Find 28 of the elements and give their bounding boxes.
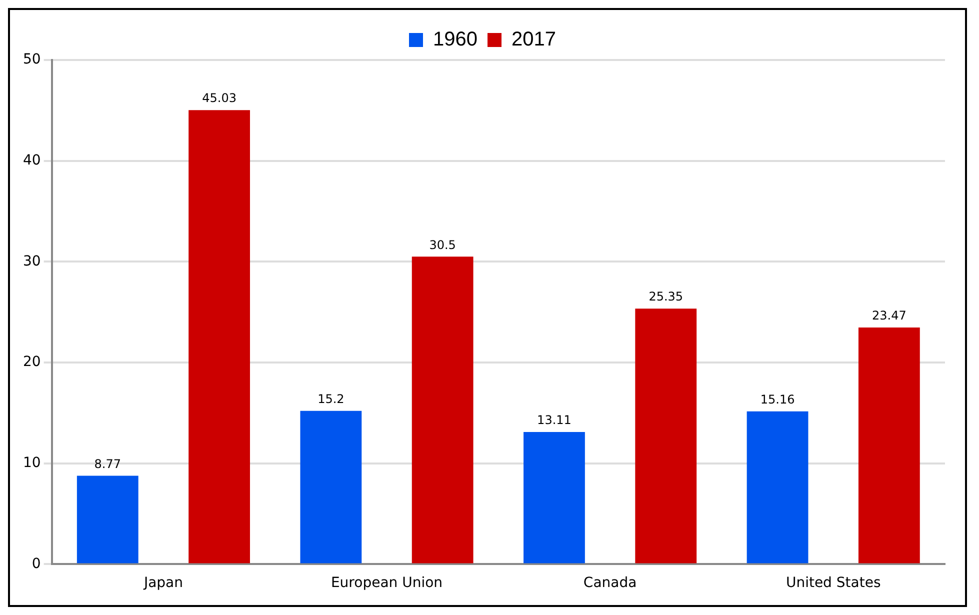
x-tick-label: European Union (330, 575, 443, 592)
data-label: 13.11 (537, 413, 572, 428)
y-tick-label: 30 (22, 253, 41, 270)
bar (300, 410, 362, 564)
bar (412, 256, 474, 564)
bar (188, 110, 250, 564)
y-tick-label: 10 (22, 455, 41, 471)
x-tick-label: Canada (583, 575, 637, 592)
x-tick-label: United States (786, 575, 881, 592)
y-tick-label: 40 (22, 152, 41, 168)
bar (858, 328, 920, 564)
data-label: 30.5 (429, 238, 456, 252)
data-label: 25.35 (648, 290, 684, 304)
y-tick-label: 20 (22, 354, 41, 370)
data-label: 23.47 (872, 308, 906, 323)
legend-label: 2017 (512, 28, 556, 51)
bar (76, 476, 138, 564)
data-label: 15.2 (318, 392, 344, 406)
data-label: 45.03 (202, 91, 236, 106)
y-tick-label: 0 (32, 556, 41, 572)
x-tick-label: Japan (142, 575, 183, 592)
data-label: 15.16 (760, 392, 795, 406)
bar (524, 432, 585, 564)
data-label: 8.77 (94, 456, 121, 471)
bar (746, 411, 808, 564)
legend-label: 1960 (433, 28, 478, 51)
bar (635, 308, 697, 564)
y-tick-label: 50 (22, 52, 41, 68)
